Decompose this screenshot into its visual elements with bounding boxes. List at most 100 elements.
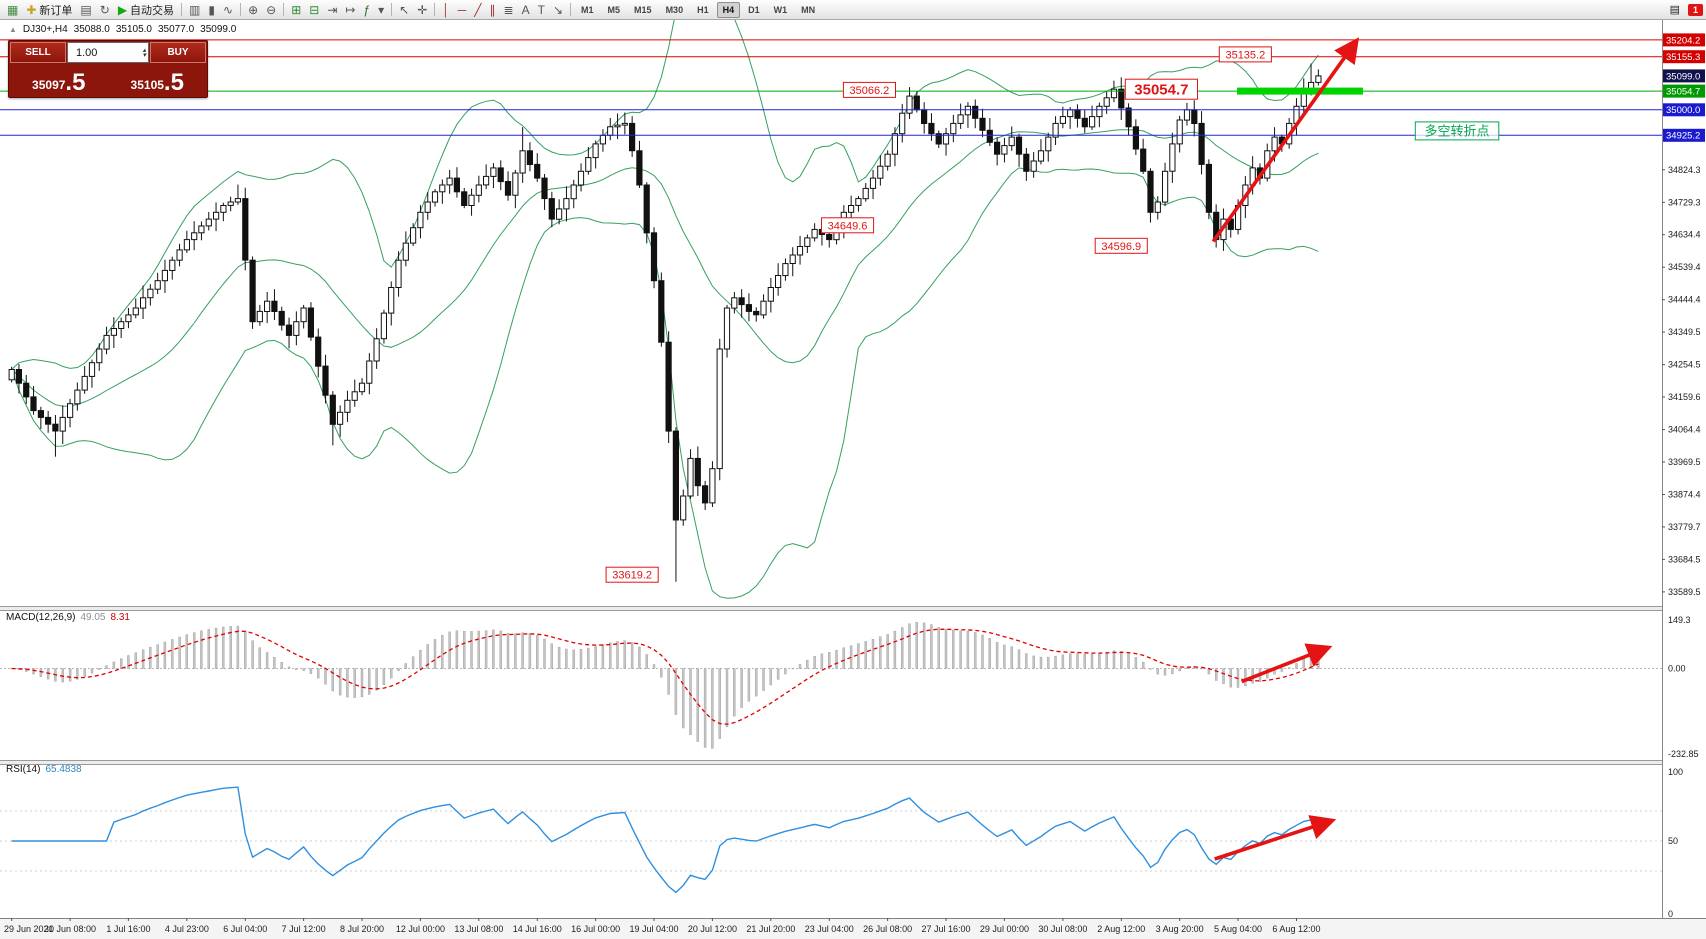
macd-histogram-bar	[404, 663, 407, 669]
candle-body	[877, 165, 884, 179]
collapse-icon[interactable]: ▲	[9, 25, 17, 34]
text-icon[interactable]: A	[518, 0, 534, 19]
price-axis-tick-label: 34254.5	[1668, 360, 1701, 370]
timeframe-h1[interactable]: H1	[697, 4, 709, 15]
macd-histogram-bar	[718, 668, 721, 739]
line-chart-type-icon[interactable]: ∿	[219, 0, 237, 19]
crosshair-icon[interactable]: ✛	[413, 0, 431, 19]
buy-price[interactable]: 35105.5	[109, 64, 207, 95]
macd-histogram-bar	[477, 630, 480, 669]
timeframe-m5[interactable]: M5	[607, 4, 621, 15]
new-order-glyph: ✚	[26, 2, 37, 17]
highlight-segment[interactable]	[1237, 87, 1363, 95]
timeframe-m30[interactable]: M30	[665, 4, 684, 15]
volume-spinner[interactable]: ▴ ▾	[142, 46, 146, 59]
candle-body	[665, 341, 672, 432]
price-annotation-box[interactable]	[821, 217, 875, 234]
volume-input[interactable]: 1.00 ▴ ▾	[67, 42, 149, 63]
charts-window-icon[interactable]: ▦	[3, 0, 22, 19]
price-annotation-box[interactable]	[1218, 46, 1272, 63]
macd-histogram-bar	[901, 627, 904, 669]
trend-arrow[interactable]	[1211, 37, 1360, 243]
candles-chart-type-icon[interactable]: ▮	[204, 0, 219, 19]
price-axis-tick-label: 34064.4	[1668, 425, 1701, 435]
macd-histogram-bar	[331, 668, 334, 692]
pane-separator[interactable]	[0, 606, 1706, 611]
macd-histogram-bar	[244, 631, 247, 669]
candle-body	[227, 201, 234, 206]
candle-body	[899, 112, 906, 135]
indicators-dropdown-icon[interactable]: ▾	[374, 0, 388, 19]
label-icon[interactable]: T	[534, 0, 549, 19]
candle-body	[796, 246, 804, 256]
candle-body	[475, 184, 482, 196]
alert-count-badge[interactable]: 1	[1687, 3, 1703, 16]
macd-histogram-bar	[426, 644, 429, 669]
fibonacci-icon[interactable]: ≣	[500, 0, 518, 19]
trend-arrow[interactable]	[1214, 815, 1337, 861]
candle-body	[220, 205, 227, 213]
price-annotation-box[interactable]	[605, 566, 659, 583]
market-watch-icon[interactable]: ▤	[76, 0, 95, 19]
chart-shift-icon[interactable]: ↦	[341, 0, 359, 19]
new-order-button[interactable]: ✚ 新订单	[22, 0, 76, 19]
macd-histogram-bar	[820, 653, 824, 669]
candle-body	[74, 389, 81, 405]
price-annotation-text: 33619.2	[612, 570, 652, 582]
macd-histogram-bar	[813, 656, 816, 669]
horizontal-line-icon[interactable]: ─	[454, 0, 471, 19]
news-icon[interactable]: ▤	[1669, 4, 1680, 16]
zoom-out-icon[interactable]: ⊖	[262, 0, 280, 19]
cursor-icon[interactable]: ↖	[395, 0, 413, 19]
zoom-in-icon[interactable]: ⊕	[244, 0, 262, 19]
candle-body	[23, 382, 30, 398]
chart-area[interactable]: 35135.2 35066.2 35054.7 34649.6 34596.9 33619…	[0, 20, 1706, 939]
arrows-tool-icon[interactable]: ↘	[549, 0, 567, 19]
timeframe-h4[interactable]: H4	[716, 1, 741, 18]
timeframe-mn[interactable]: MN	[801, 4, 816, 15]
auto-scroll-icon[interactable]: ⇥	[323, 0, 341, 19]
tile-windows-icon[interactable]: ⊞	[287, 0, 305, 19]
pane-separator[interactable]	[0, 760, 1706, 765]
timeframe-m15[interactable]: M15	[634, 4, 652, 15]
refresh-icon[interactable]: ↻	[96, 0, 114, 19]
turning-point-box[interactable]	[1414, 121, 1500, 141]
macd-histogram-bar	[674, 668, 678, 715]
macd-histogram-bar	[857, 643, 860, 669]
macd-histogram-bar	[346, 668, 349, 698]
candle-body	[410, 227, 417, 244]
price-axis-tick-label: 34159.6	[1668, 392, 1701, 402]
trendline-icon[interactable]: ╱	[470, 0, 485, 19]
time-axis-background[interactable]	[0, 918, 1706, 939]
bars-chart-type-icon[interactable]: ▥	[185, 0, 204, 19]
sell-price[interactable]: 35097.5	[10, 64, 108, 95]
macd-histogram-bar	[1047, 656, 1050, 669]
channel-icon[interactable]: ∥	[486, 0, 500, 19]
price-annotation-box[interactable]	[1094, 237, 1148, 254]
time-axis-label: 20 Jul 12:00	[688, 924, 737, 934]
algo-trading-button[interactable]: ▶ 自动交易	[114, 0, 178, 19]
cascade-windows-icon[interactable]: ⊟	[305, 0, 323, 19]
price-annotation-box[interactable]	[842, 81, 897, 98]
time-axis-label: 26 Jul 08:00	[863, 924, 912, 934]
macd-histogram-bar	[273, 657, 276, 669]
macd-histogram-bar	[908, 623, 911, 669]
macd-histogram-bar	[317, 668, 320, 679]
buy-button[interactable]: BUY	[150, 42, 206, 63]
arrows-tool-icon-glyph: ↘	[552, 2, 564, 17]
macd-histogram-bar	[682, 668, 685, 729]
macd-histogram-bar	[1068, 653, 1072, 669]
timeframe-d1[interactable]: D1	[748, 4, 760, 15]
indicators-icon[interactable]: ƒ	[359, 0, 374, 19]
timeframe-m1[interactable]: M1	[581, 4, 594, 15]
vertical-line-icon[interactable]: │	[438, 0, 454, 19]
trend-arrow[interactable]	[1241, 643, 1333, 684]
candle-body	[110, 328, 118, 336]
timeframe-w1[interactable]: W1	[773, 4, 788, 15]
price-axis-tag	[1663, 103, 1705, 117]
macd-histogram-bar	[893, 631, 897, 669]
price-annotation-box[interactable]	[1124, 78, 1199, 100]
macd-histogram-bar	[353, 668, 356, 698]
zoom-in-icon-glyph: ⊕	[248, 2, 259, 17]
sell-button[interactable]: SELL	[10, 42, 66, 63]
